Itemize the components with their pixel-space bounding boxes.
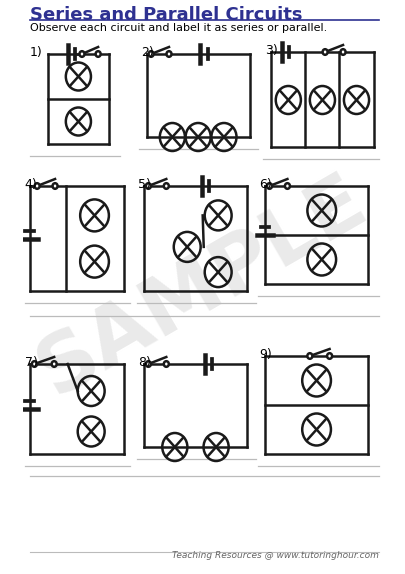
Text: Series and Parallel Circuits: Series and Parallel Circuits <box>30 6 303 24</box>
Text: 5): 5) <box>139 178 151 191</box>
Text: 3): 3) <box>265 44 278 57</box>
Circle shape <box>146 183 151 189</box>
Text: 1): 1) <box>30 46 43 59</box>
Circle shape <box>32 361 37 367</box>
Text: 8): 8) <box>139 356 151 369</box>
Circle shape <box>285 183 290 189</box>
Circle shape <box>327 353 332 359</box>
Circle shape <box>341 49 345 55</box>
Circle shape <box>164 361 169 367</box>
Circle shape <box>96 51 100 57</box>
Circle shape <box>146 361 151 367</box>
Circle shape <box>149 51 153 57</box>
Text: SAMPLE: SAMPLE <box>24 162 380 412</box>
Circle shape <box>307 353 312 359</box>
Text: 4): 4) <box>25 178 37 191</box>
Circle shape <box>267 183 272 189</box>
Circle shape <box>323 49 328 55</box>
Text: 7): 7) <box>25 356 37 369</box>
Circle shape <box>79 51 85 57</box>
Circle shape <box>52 361 57 367</box>
Text: 9): 9) <box>260 348 272 361</box>
Text: Observe each circuit and label it as series or parallel.: Observe each circuit and label it as ser… <box>30 23 327 33</box>
Circle shape <box>166 51 171 57</box>
Circle shape <box>34 183 40 189</box>
Text: Teaching Resources @ www.tutoringhour.com: Teaching Resources @ www.tutoringhour.co… <box>172 551 379 560</box>
Text: 2): 2) <box>141 46 154 59</box>
Circle shape <box>53 183 58 189</box>
Circle shape <box>164 183 169 189</box>
Text: 6): 6) <box>260 178 272 191</box>
